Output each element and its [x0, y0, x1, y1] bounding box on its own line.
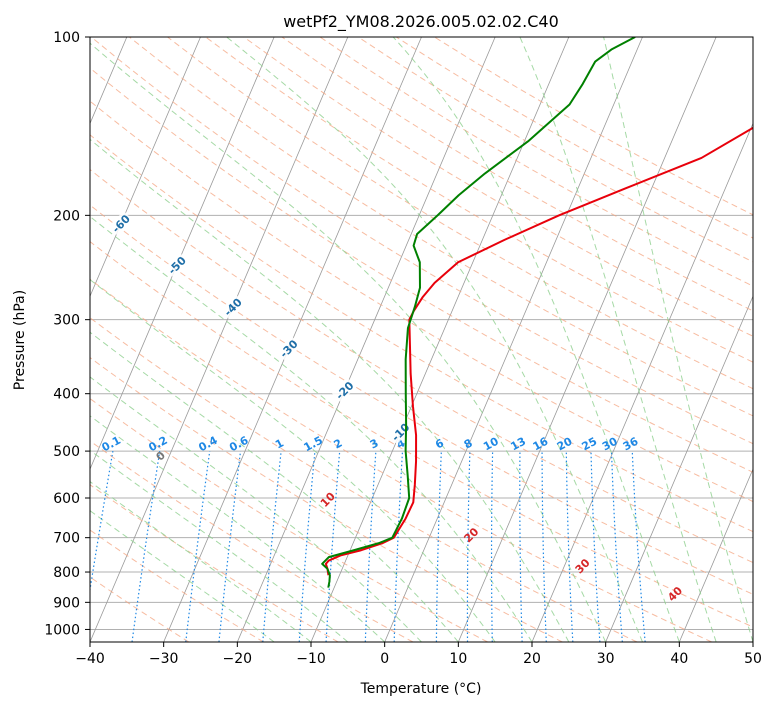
dry-adiabat-90 [90, 100, 753, 503]
moist-adiabat--10 [90, 481, 312, 642]
dry-adiabat-110 [90, 37, 753, 445]
chart-title: wetPf2_YM08.2026.005.02.02.C40 [283, 12, 559, 32]
mixing-ratio-label-12: 13 [508, 435, 528, 454]
x-tick-label-40: 40 [670, 651, 688, 667]
y-tick-label-300: 300 [53, 313, 80, 329]
dry-adiabat-30 [90, 317, 638, 642]
isotherm-label-2: -80 [0, 129, 21, 152]
dry-adiabat-120 [129, 37, 753, 417]
moist-adiabat-35 [226, 37, 643, 642]
x-tick-label-50: 50 [744, 651, 762, 667]
mixing-ratio-label-14: 20 [555, 435, 575, 454]
moist-adiabat-5 [90, 376, 422, 642]
x-tick-label-10: 10 [449, 651, 467, 667]
isotherm-label-bg-2 [0, 127, 21, 152]
moist-adiabat-45 [519, 37, 717, 642]
dry-adiabat-10 [90, 397, 488, 642]
dry-adiabats [90, 37, 753, 642]
mixing-ratio-line-3 [218, 451, 242, 642]
x-tick-label-30: 30 [597, 651, 615, 667]
y-tick-label-100: 100 [53, 30, 80, 46]
isotherm-20 [531, 122, 753, 642]
mixing-ratio-line-1 [131, 451, 161, 642]
mixing-ratio-label-13: 16 [531, 435, 551, 454]
y-tick-label-900: 900 [53, 595, 80, 611]
mixing-ratio-label-17: 36 [621, 435, 641, 454]
x-tick-label-0: 0 [380, 651, 389, 667]
isotherm-label-bg-8 [331, 377, 357, 403]
y-tick-label-700: 700 [53, 531, 80, 547]
y-tick-label-600: 600 [53, 491, 80, 507]
moist-adiabat-15 [90, 278, 496, 642]
x-axis-label: Temperature (°C) [360, 681, 482, 697]
y-tick-label-1000: 1000 [44, 622, 80, 638]
isotherm-label-bg-7 [275, 335, 301, 361]
moist-adiabat-30 [90, 42, 607, 642]
isotherm-0 [384, 37, 643, 642]
x-tick-label--30: −30 [149, 651, 179, 667]
mixing-ratio-line-5 [298, 451, 316, 642]
mixing-ratio-label-15: 25 [580, 435, 600, 454]
x-tick-label-20: 20 [523, 651, 541, 667]
moist-adiabat-10 [90, 331, 459, 642]
isotherm-label-3: -70 [54, 170, 77, 193]
isotherm-10 [457, 37, 717, 642]
moist-adiabat-25 [90, 138, 570, 642]
y-axis-label: Pressure (hPa) [12, 290, 28, 390]
isotherm-label-bg-5 [164, 252, 189, 278]
isotherm-label-bg-3 [52, 169, 77, 194]
mixing-ratio-line-4 [262, 451, 282, 642]
x-tick-label--10: −10 [296, 651, 326, 667]
dry-adiabat-160 [281, 37, 753, 312]
dewpoint-line [321, 37, 636, 588]
dry-adiabat-0 [90, 440, 414, 642]
mixing-ratio-label-11: 10 [481, 435, 501, 454]
x-axis-ticks: −40 −30 −20 −10 0 10 20 30 40 50 [75, 642, 762, 667]
isotherm--20 [236, 37, 496, 642]
mixing-ratio-line-0 [90, 450, 114, 594]
isotherm-50 [752, 640, 753, 642]
temperature-line [324, 126, 753, 576]
dry-adiabat-20 [90, 356, 563, 642]
plot-background [90, 37, 753, 642]
mixing-ratio-label-16: 30 [600, 435, 620, 454]
moist-adiabat-40 [392, 37, 680, 642]
isotherm--50 [90, 37, 275, 471]
y-tick-label-800: 800 [53, 565, 80, 581]
dry-adiabat-80 [90, 134, 753, 533]
y-tick-label-400: 400 [53, 387, 80, 403]
x-tick-label--40: −40 [75, 651, 105, 667]
y-tick-label-200: 200 [53, 208, 80, 224]
moist-adiabat--5 [90, 449, 349, 642]
isotherm--60 [90, 37, 201, 298]
y-tick-label-500: 500 [53, 444, 80, 460]
mixing-ratio-line-2 [185, 451, 211, 642]
y-axis-ticks: 100 200 300 400 500 600 700 800 900 1000 [44, 30, 90, 638]
moist-adiabats [90, 37, 753, 642]
moist-adiabat-0 [90, 415, 386, 642]
profile-series [321, 37, 753, 588]
moist-adiabat-20 [90, 215, 533, 642]
isotherm-30 [605, 295, 753, 642]
isotherm-label-bg-4 [108, 210, 134, 236]
dry-adiabat-70 [90, 168, 753, 564]
isotherm-label-bg-6 [220, 294, 245, 320]
dry-adiabat-150 [243, 37, 753, 337]
moist-adiabat-50 [603, 37, 753, 642]
dry-adiabat-60 [90, 204, 753, 595]
mixing-ratio-lines [90, 450, 646, 642]
x-tick-label--20: −20 [223, 651, 253, 667]
dry-adiabat-50 [90, 241, 753, 628]
dry-adiabat--10 [90, 484, 339, 642]
plot-frame [89, 36, 754, 643]
isotherm-40 [678, 468, 753, 642]
dry-adiabat--20 [90, 529, 264, 642]
